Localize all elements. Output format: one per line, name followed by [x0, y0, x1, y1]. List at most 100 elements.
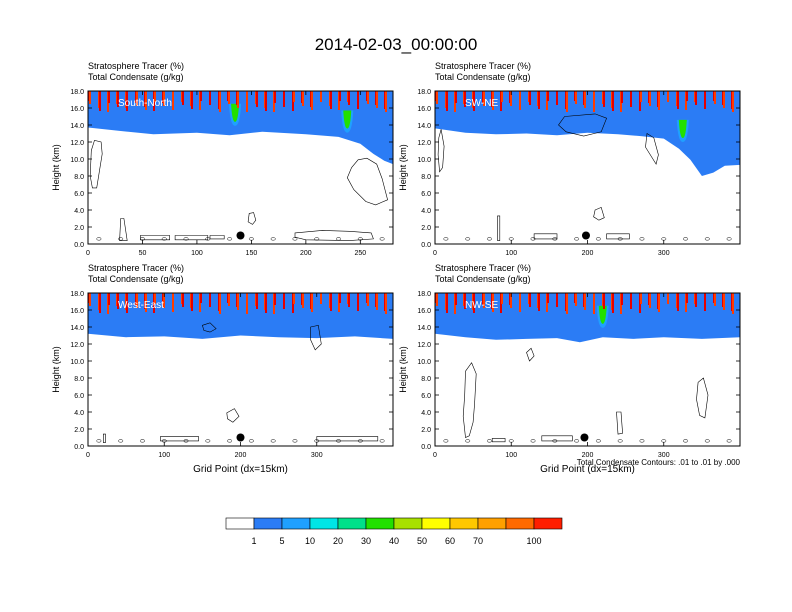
condensate-contour — [465, 237, 471, 241]
colorbar-swatch — [505, 517, 535, 530]
cross-section-label: SW-NE — [465, 98, 498, 109]
tracer-stripe — [538, 91, 540, 109]
tracer-stripe — [621, 91, 623, 103]
tracer-stripe — [293, 293, 295, 304]
tracer-stripe — [357, 293, 359, 311]
condensate-contour — [160, 436, 199, 442]
y-tick-label: 12.0 — [70, 140, 84, 147]
tracer-stripe — [99, 91, 101, 111]
tracer-stripe — [492, 91, 494, 110]
cross-section-label: West-East — [118, 300, 164, 311]
tracer-stripe — [191, 91, 193, 109]
tracer-stripe — [538, 293, 540, 311]
panels: Stratosphere Tracer (%)Total Condensate … — [51, 61, 741, 475]
tracer-stripe — [575, 293, 577, 306]
panel-variable-line: Stratosphere Tracer (%) — [88, 61, 184, 71]
panel-variable-line: Total Condensate (g/kg) — [435, 72, 531, 82]
condensate-contour — [726, 237, 732, 241]
tracer-stripe — [283, 91, 285, 107]
x-tick-label: 0 — [86, 452, 90, 459]
tracer-stripe — [603, 293, 605, 309]
colorbar-swatch — [421, 517, 451, 530]
y-tick-label: 6.0 — [74, 191, 84, 198]
colorbar-label: 10 — [305, 536, 315, 546]
tracer-stripe — [209, 293, 211, 307]
x-tick-label: 250 — [354, 250, 366, 257]
tracer-stripe — [357, 91, 359, 109]
tracer-stripe — [237, 91, 239, 108]
tracer-stripe — [519, 293, 521, 312]
tracer-stripe — [667, 293, 669, 304]
y-tick-label: 14.0 — [417, 123, 431, 130]
condensate-contour — [292, 439, 298, 443]
plot-frame — [87, 90, 394, 245]
colorbar-swatch — [365, 517, 395, 530]
tracer-stripe — [446, 91, 448, 111]
tracer-stripe — [311, 91, 313, 110]
cross-section-label: NW-SE — [465, 300, 498, 311]
tracer-stripe — [695, 293, 697, 307]
condensate-contour — [227, 237, 233, 241]
tracer-stripe — [510, 91, 512, 106]
tracer-stripe — [126, 293, 128, 313]
condensate-contour — [465, 439, 471, 443]
tracer-stripe — [246, 91, 248, 112]
y-tick-label: 16.0 — [417, 308, 431, 315]
condensate-contour — [174, 235, 209, 241]
x-tick-label: 100 — [191, 250, 203, 257]
tracer-stripe — [182, 293, 184, 307]
stratosphere-tracer-field — [435, 91, 740, 241]
condensate-contour — [346, 157, 388, 206]
tracer-dip — [598, 305, 607, 324]
panel-variable-line: Stratosphere Tracer (%) — [88, 263, 184, 273]
panel-variable-line: Total Condensate (g/kg) — [88, 274, 184, 284]
y-tick-label: 18.0 — [417, 291, 431, 298]
y-tick-label: 16.0 — [70, 106, 84, 113]
panel-variable-line: Stratosphere Tracer (%) — [435, 263, 531, 273]
colorbar-swatch — [281, 517, 311, 530]
y-tick-label: 2.0 — [421, 225, 431, 232]
condensate-contour — [574, 237, 580, 241]
tracer-stripe — [732, 91, 734, 112]
tracer-stripe — [621, 293, 623, 305]
tracer-stripe — [723, 293, 725, 310]
tracer-stripe — [191, 293, 193, 311]
tracer-stripe — [473, 91, 475, 111]
colorbar-label: 50 — [417, 536, 427, 546]
y-tick-label: 6.0 — [74, 393, 84, 400]
y-tick-label: 18.0 — [70, 291, 84, 298]
tracer-stripe — [584, 91, 586, 108]
tracer-stripe — [265, 293, 267, 313]
y-tick-label: 10.0 — [417, 359, 431, 366]
y-tick-label: 8.0 — [74, 376, 84, 383]
condensate-contour — [161, 237, 167, 241]
condensate-contour — [595, 237, 601, 241]
y-tick-label: 0.0 — [421, 242, 431, 249]
location-marker — [580, 433, 589, 442]
tracer-stripe — [145, 293, 147, 312]
tracer-stripe — [612, 293, 614, 313]
tracer-stripe — [640, 91, 642, 102]
tracer-stripe — [584, 293, 586, 310]
tracer-band — [88, 91, 393, 165]
y-tick-label: 14.0 — [417, 325, 431, 332]
condensate-contour — [96, 439, 102, 443]
condensate-contour — [443, 439, 449, 443]
condensate-contour — [183, 237, 189, 241]
panel-south-north: Stratosphere Tracer (%)Total Condensate … — [51, 61, 394, 257]
condensate-contour — [617, 237, 623, 241]
condensate-contour — [639, 439, 645, 443]
condensate-contour — [617, 439, 623, 443]
panel-variable-line: Total Condensate (g/kg) — [435, 274, 531, 284]
y-tick-label: 6.0 — [421, 393, 431, 400]
tracer-stripe — [293, 91, 295, 102]
tracer-stripe — [376, 91, 378, 108]
tracer-stripe — [117, 293, 119, 309]
condensate-contour — [704, 237, 710, 241]
tracer-stripe — [126, 91, 128, 111]
condensate-contour — [462, 362, 477, 438]
tracer-stripe — [714, 293, 716, 306]
condensate-contour — [103, 433, 106, 443]
colorbar-swatch — [533, 517, 563, 530]
tracer-stripe — [228, 293, 230, 306]
